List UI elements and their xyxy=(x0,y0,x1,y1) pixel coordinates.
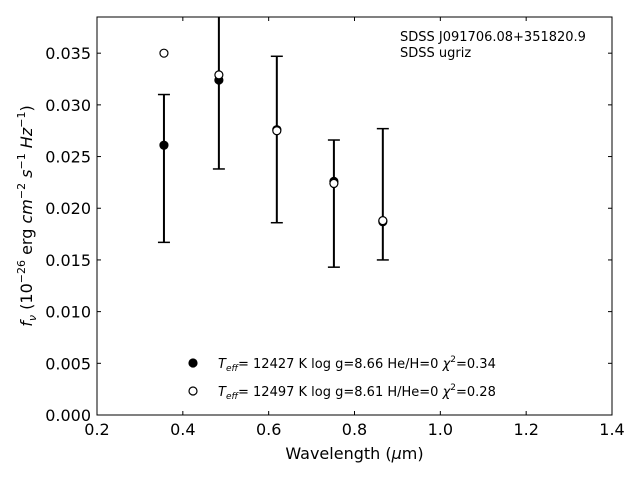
legend-chi-val: =0.34 xyxy=(456,357,496,372)
plot-marks xyxy=(157,17,389,268)
legend-chi: χ xyxy=(442,357,452,372)
annotation-line: SDSS J091706.08+351820.9 xyxy=(400,30,586,45)
legend-label-observed: Teff= 12427 K log g=8.66 He/H=0 χ2=0.34 xyxy=(218,355,496,374)
annotation-line: SDSS ugriz xyxy=(400,46,471,61)
y-label-hzexp: −1 xyxy=(15,112,28,128)
y-label-nu: ν xyxy=(26,315,39,321)
y-label-f: f xyxy=(17,319,36,327)
legend-chi-exp: 2 xyxy=(450,355,456,365)
x-tick-label: 0.8 xyxy=(342,420,367,439)
y-tick-label: 0.030 xyxy=(45,96,91,115)
legend-label-model: Teff= 12497 K log g=8.61 H/He=0 χ2=0.28 xyxy=(218,383,496,402)
y-tick-label: 0.025 xyxy=(45,148,91,167)
y-label-sexp: −1 xyxy=(15,153,28,169)
y-tick-label: 0.000 xyxy=(45,406,91,425)
y-tick-label: 0.035 xyxy=(45,44,91,63)
plot-frame xyxy=(96,16,613,416)
y-label-open: (10 xyxy=(17,283,36,315)
y-label-s: s xyxy=(17,170,36,183)
x-tick-label: 1.2 xyxy=(513,420,538,439)
y-label-erg: erg xyxy=(17,224,36,260)
legend-teff-sub: eff xyxy=(226,392,240,402)
model-point xyxy=(378,216,388,226)
legend-params: = 12497 K log g=8.61 H/He=0 xyxy=(238,385,443,400)
model-point xyxy=(272,126,282,136)
model-point xyxy=(214,70,224,80)
observed-point xyxy=(159,140,169,150)
x-tick-label: 0.6 xyxy=(256,420,281,439)
x-label-mu: μ xyxy=(391,444,402,463)
y-tick-label: 0.015 xyxy=(45,251,91,270)
y-label-hz: Hz xyxy=(17,127,36,153)
legend-teff-sub: eff xyxy=(226,364,240,374)
y-label-exp: −26 xyxy=(15,260,28,283)
legend-params: = 12427 K log g=8.66 He/H=0 xyxy=(238,357,443,372)
x-tick-label: 0.4 xyxy=(170,420,195,439)
legend-chi-exp: 2 xyxy=(450,383,456,393)
y-label-cmexp: −2 xyxy=(15,183,28,199)
y-label-cm: cm xyxy=(17,199,36,223)
y-tick-label: 0.010 xyxy=(45,303,91,322)
legend-teff-label: T xyxy=(218,357,227,372)
x-label-unit: m) xyxy=(402,444,424,463)
y-tick-label: 0.020 xyxy=(45,199,91,218)
x-label-main: Wavelength ( xyxy=(285,444,391,463)
legend-teff-label: T xyxy=(218,385,227,400)
y-tick-label: 0.005 xyxy=(45,354,91,373)
legend-chi-val: =0.28 xyxy=(456,385,496,400)
x-axis-label: Wavelength (μm) xyxy=(285,444,423,463)
legend-chi: χ xyxy=(442,385,452,400)
y-label-close: ) xyxy=(17,105,36,111)
model-point xyxy=(329,178,339,189)
legend-marker-observed xyxy=(188,358,198,368)
x-tick-label: 1.0 xyxy=(428,420,453,439)
y-axis-label: fν (10−26 erg cm−2 s−1 Hz−1) xyxy=(15,105,39,326)
x-tick-label: 1.4 xyxy=(599,420,624,439)
model-point xyxy=(159,48,169,58)
x-tick-label: 0.2 xyxy=(84,420,109,439)
legend-marker-model xyxy=(188,386,198,396)
